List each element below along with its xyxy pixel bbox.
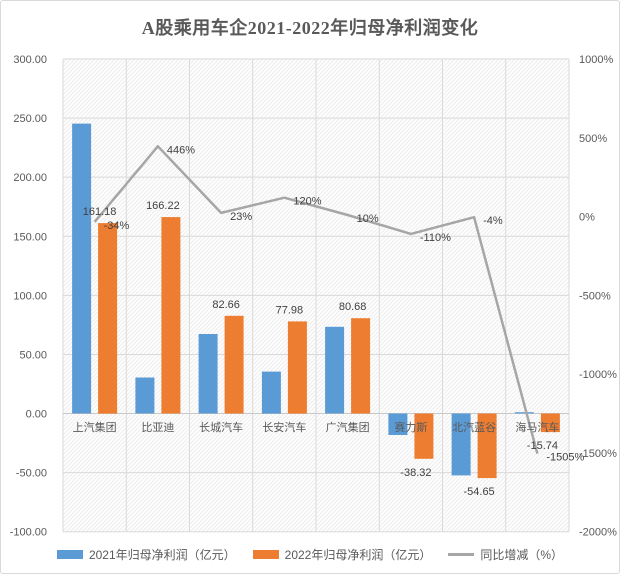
bar xyxy=(451,413,471,476)
category-label: 海马汽车 xyxy=(515,420,559,434)
data-label: 80.68 xyxy=(339,301,367,313)
axis-tick-label: 0% xyxy=(579,212,595,224)
legend-item-2021: 2021年归母净利润（亿元） xyxy=(56,546,236,563)
legend-item-2022: 2022年归母净利润（亿元） xyxy=(252,546,432,563)
category-label: 长城汽车 xyxy=(199,420,243,434)
category-label: 北汽蓝谷 xyxy=(452,420,496,434)
axis-tick-label: -100.00 xyxy=(10,527,47,539)
legend-item-yoy: 同比增减（%） xyxy=(448,546,563,563)
yoy-line xyxy=(93,145,539,455)
data-label: -38.32 xyxy=(400,467,431,479)
data-label: 82.66 xyxy=(212,299,240,311)
bar xyxy=(261,371,281,414)
bar xyxy=(287,321,307,414)
line-data-labels: -34% 446% 23% 120% 10% -110% -4% -1505% xyxy=(104,144,585,463)
bar-data-labels: 161.18 166.22 82.66 77.98 80.68 -38.32 -54.65 -… xyxy=(83,200,558,498)
legend-label-2021: 2021年归母净利润（亿元） xyxy=(88,547,236,562)
bar-series-2022 xyxy=(98,217,560,479)
bar xyxy=(351,318,371,414)
category-label: 广汽集团 xyxy=(326,420,370,434)
data-label: 120% xyxy=(293,196,321,208)
axis-tick-label: -2000% xyxy=(579,527,617,539)
axis-tick-label: 100.00 xyxy=(13,290,47,302)
data-label: 446% xyxy=(167,144,195,156)
chart-title: A股乘用车企2021-2022年归母净利润变化 xyxy=(141,18,479,38)
axis-tick-label: 300.00 xyxy=(13,54,47,66)
legend: 2021年归母净利润（亿元） 2022年归母净利润（亿元） 同比增减（%） xyxy=(1,543,619,565)
data-label: 161.18 xyxy=(83,206,117,218)
bar xyxy=(198,334,218,414)
axis-tick-label: -500% xyxy=(579,290,611,302)
axis-tick-label: -1000% xyxy=(579,369,617,381)
bar xyxy=(325,326,345,414)
data-label: 77.98 xyxy=(276,304,304,316)
data-label: -1505% xyxy=(546,452,584,464)
data-label: -4% xyxy=(483,215,503,227)
category-label: 赛力斯 xyxy=(394,420,427,434)
bar xyxy=(72,123,92,414)
axis-tick-label: 1000% xyxy=(579,54,613,66)
legend-label-yoy: 同比增减（%） xyxy=(480,547,564,562)
data-label: 10% xyxy=(357,213,379,225)
data-label: -15.74 xyxy=(527,440,558,452)
data-label: 166.22 xyxy=(146,200,180,212)
data-label: -110% xyxy=(420,232,451,244)
category-label: 长安汽车 xyxy=(262,420,306,434)
bar xyxy=(161,217,181,414)
bar xyxy=(388,413,408,435)
bar xyxy=(514,412,534,414)
legend-swatch-2022-bar xyxy=(252,549,279,559)
category-label: 上汽集团 xyxy=(73,420,117,434)
bar xyxy=(98,223,118,414)
bar xyxy=(414,413,434,459)
legend-label-2022: 2022年归母净利润（亿元） xyxy=(284,547,432,562)
category-label: 比亚迪 xyxy=(141,421,174,434)
bar xyxy=(540,413,560,433)
axis-tick-label: 0.00 xyxy=(26,409,47,421)
data-label: -34% xyxy=(104,220,130,232)
bar xyxy=(224,315,244,414)
axis-tick-label: 50.00 xyxy=(19,349,47,361)
axis-tick-label: 250.00 xyxy=(13,113,47,125)
axis-tick-label: 150.00 xyxy=(13,231,47,243)
x-axis-category-labels: 上汽集团 比亚迪 长城汽车 长安汽车 广汽集团 赛力斯 北汽蓝谷 海马汽车 xyxy=(73,420,560,434)
bar-series-2021 xyxy=(72,123,534,476)
data-label: 23% xyxy=(230,211,252,223)
data-label: -54.65 xyxy=(463,486,494,498)
y-axis-right-ticks: 1000% 500% 0% -500% -1000% -1500% -2000% xyxy=(579,54,617,539)
axis-tick-label: 200.00 xyxy=(13,172,47,184)
bar xyxy=(477,413,497,479)
axis-tick-label: -1500% xyxy=(579,448,617,460)
y-axis-left-ticks: 300.00 250.00 200.00 150.00 100.00 50.00 0.00 -… xyxy=(10,54,47,539)
axis-tick-label: 500% xyxy=(579,133,607,145)
legend-swatch-yoy-line xyxy=(448,552,475,556)
legend-swatch-2021-bar xyxy=(56,549,83,559)
axis-tick-label: -50.00 xyxy=(16,468,47,480)
bar xyxy=(135,377,155,414)
